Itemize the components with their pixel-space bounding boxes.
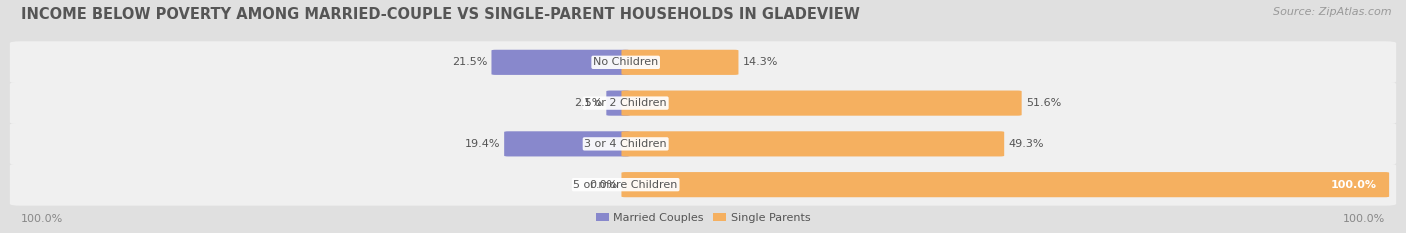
FancyBboxPatch shape xyxy=(10,82,1396,124)
FancyBboxPatch shape xyxy=(621,50,738,75)
Text: 19.4%: 19.4% xyxy=(464,139,501,149)
FancyBboxPatch shape xyxy=(606,91,630,116)
FancyBboxPatch shape xyxy=(492,50,630,75)
FancyBboxPatch shape xyxy=(10,41,1396,83)
Legend: Married Couples, Single Parents: Married Couples, Single Parents xyxy=(592,209,814,227)
FancyBboxPatch shape xyxy=(621,131,1004,156)
FancyBboxPatch shape xyxy=(621,91,1022,116)
Text: 5 or more Children: 5 or more Children xyxy=(574,180,678,190)
Text: 49.3%: 49.3% xyxy=(1008,139,1043,149)
Text: 14.3%: 14.3% xyxy=(742,57,778,67)
Text: 2.5%: 2.5% xyxy=(574,98,602,108)
Text: Source: ZipAtlas.com: Source: ZipAtlas.com xyxy=(1274,7,1392,17)
Text: 100.0%: 100.0% xyxy=(1330,180,1376,190)
FancyBboxPatch shape xyxy=(10,164,1396,206)
Text: 100.0%: 100.0% xyxy=(1343,214,1385,224)
Text: 0.0%: 0.0% xyxy=(589,180,617,190)
FancyBboxPatch shape xyxy=(505,131,630,156)
Text: INCOME BELOW POVERTY AMONG MARRIED-COUPLE VS SINGLE-PARENT HOUSEHOLDS IN GLADEVI: INCOME BELOW POVERTY AMONG MARRIED-COUPL… xyxy=(21,7,860,22)
Text: 21.5%: 21.5% xyxy=(451,57,488,67)
Text: 51.6%: 51.6% xyxy=(1026,98,1062,108)
Text: 3 or 4 Children: 3 or 4 Children xyxy=(585,139,666,149)
Text: 1 or 2 Children: 1 or 2 Children xyxy=(585,98,666,108)
Text: No Children: No Children xyxy=(593,57,658,67)
FancyBboxPatch shape xyxy=(621,172,1389,197)
Text: 100.0%: 100.0% xyxy=(21,214,63,224)
FancyBboxPatch shape xyxy=(10,123,1396,165)
